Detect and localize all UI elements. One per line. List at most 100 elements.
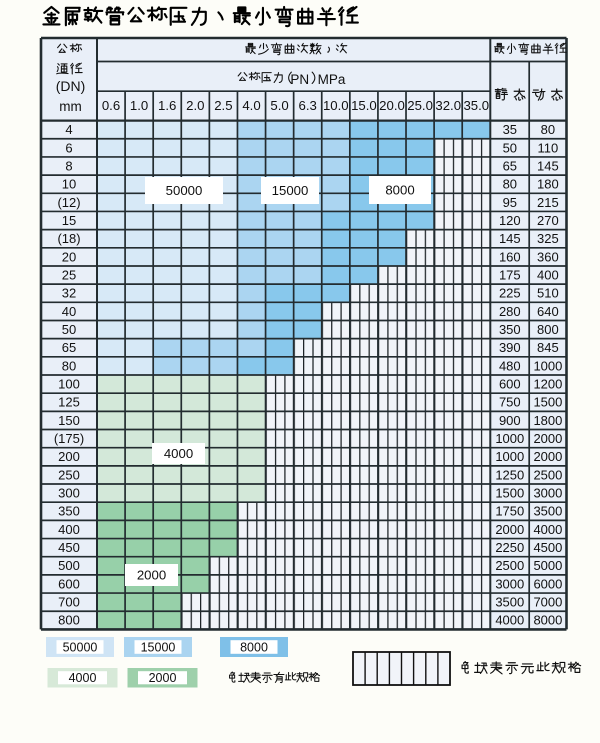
svg-text:15: 15 [62,213,76,228]
svg-text:1000: 1000 [533,358,562,373]
svg-text:750: 750 [499,395,521,410]
svg-text:250: 250 [58,467,80,482]
svg-text:3500: 3500 [495,595,524,610]
svg-text:125: 125 [58,395,80,410]
svg-text:5.0: 5.0 [270,98,288,113]
svg-text:1750: 1750 [495,504,524,519]
svg-text:4000: 4000 [495,613,524,628]
svg-text:35.0: 35.0 [463,98,489,113]
svg-text:600: 600 [499,377,521,392]
svg-text:270: 270 [537,213,559,228]
svg-text:40: 40 [62,304,76,319]
svg-text:700: 700 [58,595,80,610]
svg-text:20: 20 [62,249,76,264]
svg-text:4: 4 [65,122,72,137]
svg-text:2500: 2500 [533,467,562,482]
svg-text:(12): (12) [57,195,80,210]
svg-text:4500: 4500 [533,540,562,555]
svg-text:5000: 5000 [533,558,562,573]
svg-text:50: 50 [62,322,76,337]
svg-text:600: 600 [58,576,80,591]
svg-text:2.5: 2.5 [214,98,232,113]
svg-text:800: 800 [537,322,559,337]
svg-text:1000: 1000 [495,431,524,446]
svg-text:160: 160 [499,249,521,264]
svg-text:900: 900 [499,413,521,428]
svg-text:1250: 1250 [495,467,524,482]
svg-text:50000: 50000 [63,640,98,654]
svg-text:4000: 4000 [69,671,97,685]
svg-text:180: 180 [537,177,559,192]
svg-text:80: 80 [503,177,517,192]
svg-text:150: 150 [58,413,80,428]
svg-text:25: 25 [62,268,76,283]
svg-text:2000: 2000 [149,671,177,685]
svg-text:15000: 15000 [141,640,176,654]
svg-text:400: 400 [58,522,80,537]
svg-text:350: 350 [499,322,521,337]
svg-text:2500: 2500 [495,558,524,573]
svg-text:10: 10 [62,177,76,192]
svg-text:6000: 6000 [533,576,562,591]
svg-text:32.0: 32.0 [435,98,461,113]
svg-text:2250: 2250 [495,540,524,555]
svg-text:225: 225 [499,286,521,301]
svg-text:450: 450 [58,540,80,555]
svg-text:390: 390 [499,340,521,355]
svg-text:200: 200 [58,449,80,464]
svg-text:325: 325 [537,231,559,246]
svg-text:1500: 1500 [533,395,562,410]
svg-text:175: 175 [499,268,521,283]
svg-text:20.0: 20.0 [379,98,405,113]
svg-text:35: 35 [503,122,517,137]
svg-text:145: 145 [499,231,521,246]
svg-text:2000: 2000 [137,568,166,583]
svg-text:400: 400 [537,268,559,283]
svg-text:1.0: 1.0 [130,98,148,113]
svg-text:2000: 2000 [495,522,524,537]
svg-text:500: 500 [58,558,80,573]
svg-text:360: 360 [537,249,559,264]
svg-text:15000: 15000 [272,183,309,198]
svg-text:1200: 1200 [533,377,562,392]
svg-text:480: 480 [499,358,521,373]
svg-text:65: 65 [62,340,76,355]
svg-text:2000: 2000 [533,431,562,446]
svg-text:350: 350 [58,504,80,519]
svg-text:8000: 8000 [240,640,268,654]
svg-text:4000: 4000 [533,522,562,537]
svg-text:300: 300 [58,486,80,501]
svg-text:1000: 1000 [495,449,524,464]
svg-text:1500: 1500 [495,486,524,501]
svg-text:800: 800 [58,613,80,628]
svg-text:3000: 3000 [533,486,562,501]
svg-text:2.0: 2.0 [186,98,204,113]
svg-text:PN: PN [290,72,309,87]
svg-text:32: 32 [62,286,76,301]
svg-text:mm: mm [59,99,82,114]
svg-text:(18): (18) [57,231,80,246]
svg-text:10.0: 10.0 [323,98,349,113]
svg-text:145: 145 [537,158,559,173]
svg-text:50: 50 [503,140,517,155]
svg-text:3500: 3500 [533,504,562,519]
svg-text:120: 120 [499,213,521,228]
svg-text:15.0: 15.0 [351,98,377,113]
svg-text:8000: 8000 [533,613,562,628]
svg-text:(DN): (DN) [56,78,86,94]
svg-text:50000: 50000 [166,183,203,198]
svg-text:4000: 4000 [164,446,193,461]
svg-text:110: 110 [538,140,559,155]
svg-text:80: 80 [62,358,76,373]
svg-text:640: 640 [537,304,559,319]
svg-text:0.6: 0.6 [102,98,120,113]
svg-text:100: 100 [58,377,80,392]
svg-text:25.0: 25.0 [407,98,433,113]
svg-text:215: 215 [537,195,559,210]
svg-text:510: 510 [537,286,559,301]
svg-text:1.6: 1.6 [158,98,176,113]
svg-text:7000: 7000 [533,595,562,610]
svg-text:8: 8 [65,158,72,173]
svg-text:65: 65 [503,158,517,173]
svg-text:MPa: MPa [318,72,346,87]
